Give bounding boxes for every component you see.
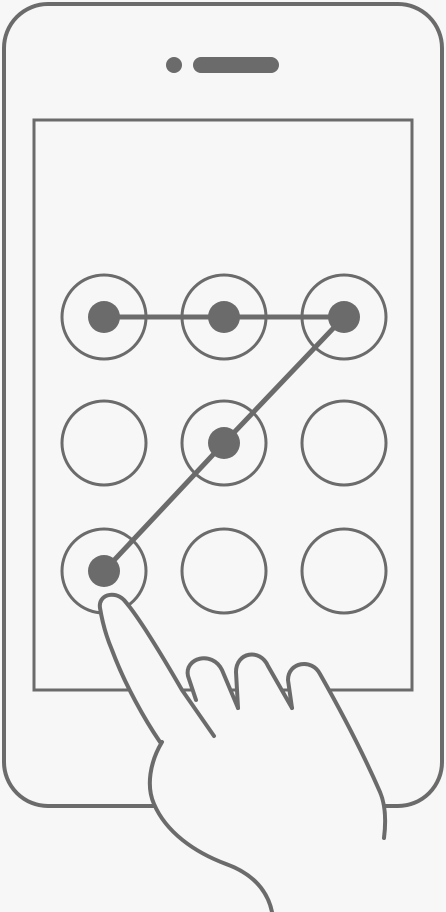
pattern-node-r3-c3[interactable] [300,527,388,615]
pattern-grid [60,273,388,615]
middle-finger [185,656,240,710]
index-finger [97,592,216,744]
hand-palm-edge [147,740,274,912]
ring-finger [234,652,294,710]
pattern-dot-r3-c1 [88,555,120,587]
pattern-dot-r2-c2 [208,427,240,459]
pattern-dot-r1-c1 [88,301,120,333]
pattern-node-r2-c1[interactable] [60,399,148,487]
hand-fill [99,594,386,912]
little-finger [286,662,388,840]
pattern-node-r3-c2[interactable] [180,527,268,615]
pattern-dot-r1-c3 [328,301,360,333]
pattern-selected-dots [88,301,360,587]
pattern-dot-r1-c2 [208,301,240,333]
pointing-hand-icon [97,592,388,912]
earpiece-speaker-icon [193,57,279,73]
front-camera-icon [166,57,182,73]
pattern-node-r2-c3[interactable] [300,399,388,487]
